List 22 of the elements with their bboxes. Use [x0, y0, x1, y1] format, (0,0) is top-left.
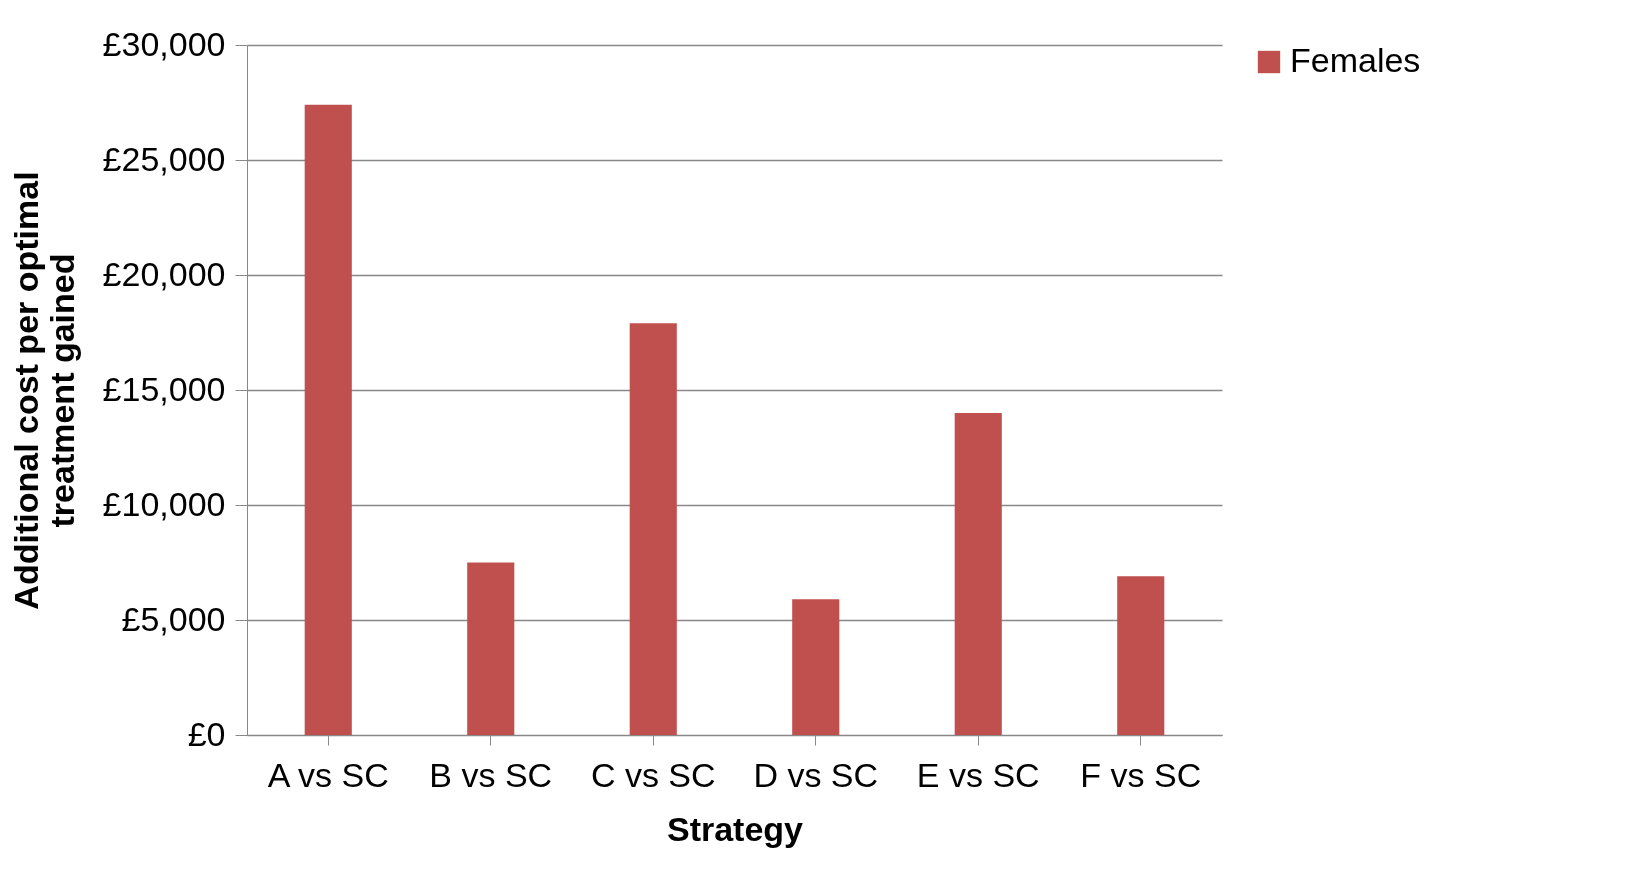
bar — [954, 413, 1002, 735]
x-axis-title: Strategy — [666, 809, 804, 848]
y-tick-label: £15,000 — [102, 369, 226, 408]
bar — [467, 562, 515, 735]
y-tick-label: £30,000 — [102, 24, 226, 63]
x-tick-label: C vs SC — [590, 755, 716, 794]
y-tick-label: £25,000 — [102, 139, 226, 178]
x-tick-label: D vs SC — [753, 755, 879, 794]
legend-label: Females — [1290, 41, 1421, 79]
y-tick-label: £10,000 — [102, 484, 226, 523]
y-axis-title: Additional cost per optimal treatment gained — [6, 171, 81, 610]
bar — [792, 599, 840, 735]
y-tick-label: £20,000 — [102, 254, 226, 293]
x-tick-label: F vs SC — [1080, 755, 1202, 794]
y-tick-label: £5,000 — [121, 599, 226, 638]
bar — [304, 104, 352, 735]
x-tick-label: A vs SC — [267, 755, 389, 794]
x-tick-label: E vs SC — [916, 755, 1040, 794]
x-tick-label: B vs SC — [429, 755, 553, 794]
y-tick-label: £0 — [187, 714, 226, 753]
bar — [1117, 576, 1165, 735]
bar — [629, 323, 677, 735]
